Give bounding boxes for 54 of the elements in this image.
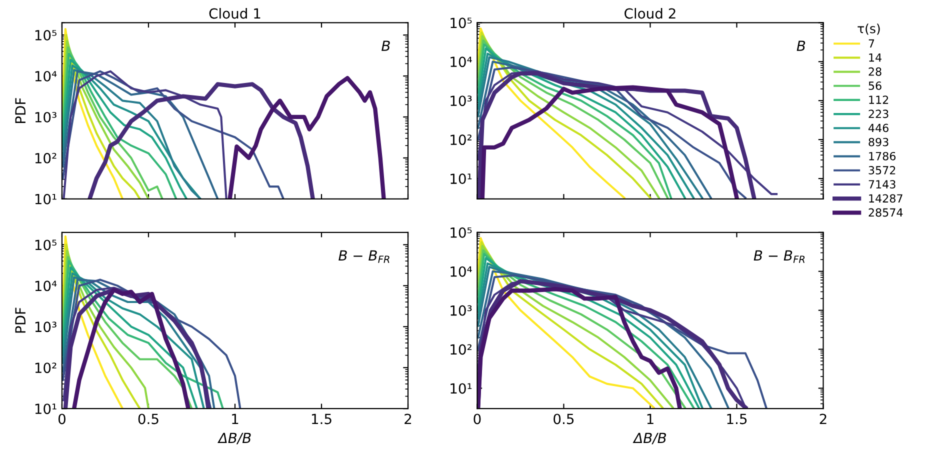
annotation: B − B$_{FR}$ [754, 250, 805, 263]
x-tick-label: 1.5 [727, 414, 747, 424]
y-tick-label: 10⁴ [35, 280, 57, 292]
y-axis-title: PDF [15, 98, 26, 123]
legend-label: 112 [869, 96, 888, 104]
y-tick-label: 10³ [35, 112, 56, 122]
x-tick-label: 1 [232, 414, 238, 424]
legend-label: 223 [868, 110, 888, 118]
legend-label: 28574 [868, 208, 903, 217]
legend-label: 14 [869, 53, 882, 62]
y-tick-label: 10⁵ [450, 227, 472, 238]
y-tick-label: 10² [35, 362, 56, 374]
legend-title: τ(s) [858, 24, 880, 35]
y-tick-label: 10¹ [450, 174, 472, 184]
chart-title: Cloud 2 [624, 8, 676, 19]
legend-label: 7 [868, 39, 874, 48]
y-tick-label: 10¹ [35, 404, 56, 414]
y-tick-label: 10² [450, 344, 472, 355]
legend-label: 3572 [868, 166, 896, 174]
y-axis-title: PDF [15, 308, 26, 333]
legend-label: 893 [868, 138, 888, 146]
y-tick-label: 10³ [450, 96, 472, 106]
legend-label: 56 [868, 82, 882, 90]
y-tick-label: 10⁵ [35, 240, 56, 250]
y-tick-label: 10¹ [35, 194, 56, 204]
x-axis-title: ΔB/B [218, 432, 251, 444]
legend-label: 446 [868, 124, 888, 132]
x-tick-label: 0 [474, 414, 481, 424]
y-tick-label: 10² [35, 152, 56, 164]
legend-label: 7143 [868, 180, 896, 189]
x-axis-title: ΔB/B [632, 432, 666, 444]
annotation: B [796, 40, 806, 51]
x-tick-label: 1 [647, 414, 654, 424]
y-tick-label: 10⁴ [450, 56, 472, 68]
y-tick-label: 10⁵ [450, 18, 472, 28]
legend-label: 28 [868, 67, 882, 76]
y-tick-label: 10¹ [450, 383, 472, 394]
y-tick-label: 10⁴ [450, 266, 472, 277]
y-tick-label: 10⁵ [35, 30, 56, 41]
annotation: B − B$_{FR}$ [338, 250, 390, 263]
chart-title: Cloud 1 [209, 8, 260, 19]
y-tick-label: 10³ [450, 305, 472, 316]
x-tick-label: 1.5 [312, 414, 332, 424]
x-tick-label: 2 [404, 414, 412, 424]
x-tick-label: 0 [58, 414, 66, 424]
y-tick-label: 10² [450, 134, 472, 146]
y-tick-label: 10³ [35, 322, 56, 332]
annotation: B [382, 40, 390, 51]
y-tick-label: 10⁴ [35, 70, 57, 82]
x-tick-label: 2 [820, 414, 826, 424]
legend-label: 1786 [869, 152, 896, 160]
x-tick-label: 0.5 [554, 414, 574, 424]
x-tick-label: 0.5 [138, 414, 158, 424]
legend-label: 14287 [869, 194, 902, 203]
